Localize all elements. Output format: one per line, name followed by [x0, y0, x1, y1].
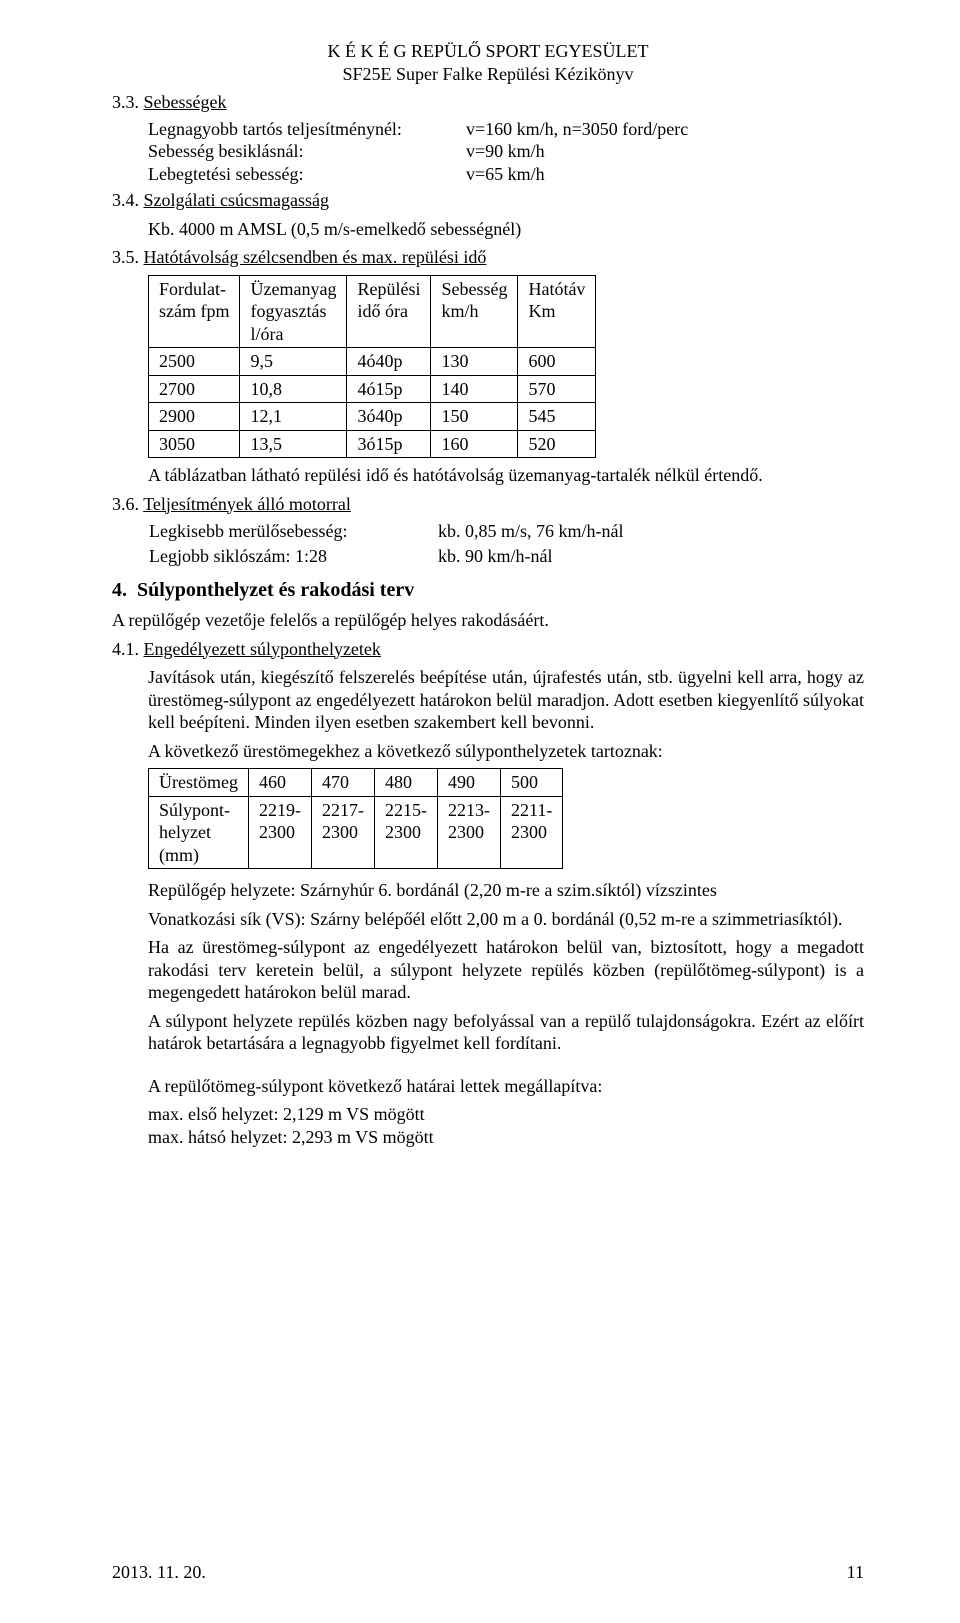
table-row: Legkisebb merülősebesség:kb. 0,85 m/s, 7…: [148, 519, 625, 544]
section-4-1-title: 4.1. Engedélyezett súlyponthelyzetek: [112, 638, 864, 661]
section-3-4-title: 3.4. Szolgálati csúcsmagasság: [112, 189, 864, 212]
mass-cell: 480: [374, 769, 437, 797]
range-cell: 150: [431, 403, 518, 431]
range-cell: 12,1: [240, 403, 347, 431]
table-row: Ürestömeg460470480490500: [149, 769, 563, 797]
range-cell: 3ó40p: [347, 403, 431, 431]
footer-page: 11: [847, 1561, 864, 1584]
table-row: Legnagyobb tartós teljesítménynél:v=160 …: [148, 118, 696, 141]
range-header-cell: Üzemanyagfogyasztásl/óra: [240, 275, 347, 348]
mass-table: Ürestömeg460470480490500Súlypont-helyzet…: [148, 768, 563, 869]
section-title: Sebességek: [144, 92, 227, 112]
speed-label: Lebegtetési sebesség:: [148, 163, 466, 186]
section-4-1-p9: max. hátsó helyzet: 2,293 m VS mögött: [148, 1126, 864, 1149]
performance-table: Legkisebb merülősebesség:kb. 0,85 m/s, 7…: [148, 519, 625, 568]
range-cell: 10,8: [240, 375, 347, 403]
range-cell: 2700: [149, 375, 240, 403]
range-cell: 570: [518, 375, 596, 403]
range-cell: 545: [518, 403, 596, 431]
speed-label: Legnagyobb tartós teljesítménynél:: [148, 118, 466, 141]
section-4-1-p5: Ha az ürestömeg-súlypont az engedélyezet…: [148, 936, 864, 1004]
speed-label: Sebesség besiklásnál:: [148, 140, 466, 163]
range-cell: 4ó40p: [347, 348, 431, 376]
section-num: 3.4.: [112, 190, 139, 210]
table-row: 305013,53ó15p160520: [149, 430, 596, 458]
footer-date: 2013. 11. 20.: [112, 1561, 206, 1584]
mass-cell: 2213-2300: [437, 796, 500, 869]
range-header-cell: HatótávKm: [518, 275, 596, 348]
range-cell: 2900: [149, 403, 240, 431]
range-cell: 13,5: [240, 430, 347, 458]
range-cell: 9,5: [240, 348, 347, 376]
speed-value: v=160 km/h, n=3050 ford/perc: [466, 118, 696, 141]
section-num: 3.5.: [112, 247, 139, 267]
range-cell: 2500: [149, 348, 240, 376]
section-4-1-p8: max. első helyzet: 2,129 m VS mögött: [148, 1103, 864, 1126]
mass-cell: 500: [500, 769, 562, 797]
range-header-cell: Sebességkm/h: [431, 275, 518, 348]
page-footer: 2013. 11. 20. 11: [112, 1561, 864, 1584]
mass-cell: 2211-2300: [500, 796, 562, 869]
table-row: Legjobb siklószám: 1:28kb. 90 km/h-nál: [148, 544, 625, 569]
range-table: Fordulat-szám fpmÜzemanyagfogyasztásl/ór…: [148, 275, 596, 459]
section-num: 4.: [112, 579, 127, 601]
header-line-1: K É K É G REPÜLŐ SPORT EGYESÜLET: [112, 40, 864, 63]
range-cell: 3ó15p: [347, 430, 431, 458]
section-num: 3.3.: [112, 92, 139, 112]
section-3-5-note: A táblázatban látható repülési idő és ha…: [148, 464, 864, 487]
mass-cell: 2219-2300: [248, 796, 311, 869]
range-cell: 3050: [149, 430, 240, 458]
section-4-1-p2: A következő ürestömegekhez a következő s…: [148, 740, 864, 763]
section-title: Szolgálati csúcsmagasság: [144, 190, 329, 210]
section-4-1-p6: A súlypont helyzete repülés közben nagy …: [148, 1010, 864, 1055]
section-4-1-p7: A repülőtömeg-súlypont következő határai…: [148, 1075, 864, 1098]
header-line-2: SF25E Super Falke Repülési Kézikönyv: [112, 63, 864, 86]
section-title: Súlyponthelyzet és rakodási terv: [137, 579, 414, 601]
perf-label: Legjobb siklószám: 1:28: [148, 544, 437, 569]
table-row: Sebesség besiklásnál:v=90 km/h: [148, 140, 696, 163]
mass-row-label: Súlypont-helyzet(mm): [149, 796, 249, 869]
range-cell: 140: [431, 375, 518, 403]
section-num: 3.6.: [112, 494, 139, 514]
section-4-title: 4. Súlyponthelyzet és rakodási terv: [112, 578, 864, 603]
section-3-5-title: 3.5. Hatótávolság szélcsendben és max. r…: [112, 246, 864, 269]
section-4-intro: A repülőgép vezetője felelős a repülőgép…: [112, 609, 864, 632]
speed-table: Legnagyobb tartós teljesítménynél:v=160 …: [148, 118, 696, 186]
mass-cell: 460: [248, 769, 311, 797]
table-row: Súlypont-helyzet(mm)2219-23002217-230022…: [149, 796, 563, 869]
table-row: 270010,84ó15p140570: [149, 375, 596, 403]
table-row: 25009,54ó40p130600: [149, 348, 596, 376]
section-title: Teljesítmények álló motorral: [143, 494, 351, 514]
mass-cell: 2217-2300: [311, 796, 374, 869]
table-row: 290012,13ó40p150545: [149, 403, 596, 431]
section-title: Hatótávolság szélcsendben és max. repülé…: [144, 247, 487, 267]
perf-value: kb. 0,85 m/s, 76 km/h-nál: [437, 519, 625, 544]
section-num: 4.1.: [112, 639, 139, 659]
section-3-4-text: Kb. 4000 m AMSL (0,5 m/s-emelkedő sebess…: [148, 218, 864, 241]
section-title: Engedélyezett súlyponthelyzetek: [144, 639, 381, 659]
page-header: K É K É G REPÜLŐ SPORT EGYESÜLET SF25E S…: [112, 40, 864, 85]
range-cell: 600: [518, 348, 596, 376]
speed-value: v=65 km/h: [466, 163, 696, 186]
range-cell: 4ó15p: [347, 375, 431, 403]
mass-cell: 490: [437, 769, 500, 797]
perf-value: kb. 90 km/h-nál: [437, 544, 625, 569]
section-4-1-p3: Repülőgép helyzete: Szárnyhúr 6. bordáná…: [148, 879, 864, 902]
range-cell: 160: [431, 430, 518, 458]
mass-cell: 2215-2300: [374, 796, 437, 869]
section-4-1-p4: Vonatkozási sík (VS): Szárny belépőél el…: [148, 908, 864, 931]
section-4-1-p1: Javítások után, kiegészítő felszerelés b…: [148, 666, 864, 734]
table-row: Lebegtetési sebesség:v=65 km/h: [148, 163, 696, 186]
range-cell: 130: [431, 348, 518, 376]
mass-row-label: Ürestömeg: [149, 769, 249, 797]
mass-cell: 470: [311, 769, 374, 797]
range-cell: 520: [518, 430, 596, 458]
range-header-cell: Repülésiidő óra: [347, 275, 431, 348]
section-3-3-title: 3.3. Sebességek: [112, 91, 864, 114]
section-3-6-title: 3.6. Teljesítmények álló motorral: [112, 493, 864, 516]
perf-label: Legkisebb merülősebesség:: [148, 519, 437, 544]
speed-value: v=90 km/h: [466, 140, 696, 163]
range-header-cell: Fordulat-szám fpm: [149, 275, 240, 348]
